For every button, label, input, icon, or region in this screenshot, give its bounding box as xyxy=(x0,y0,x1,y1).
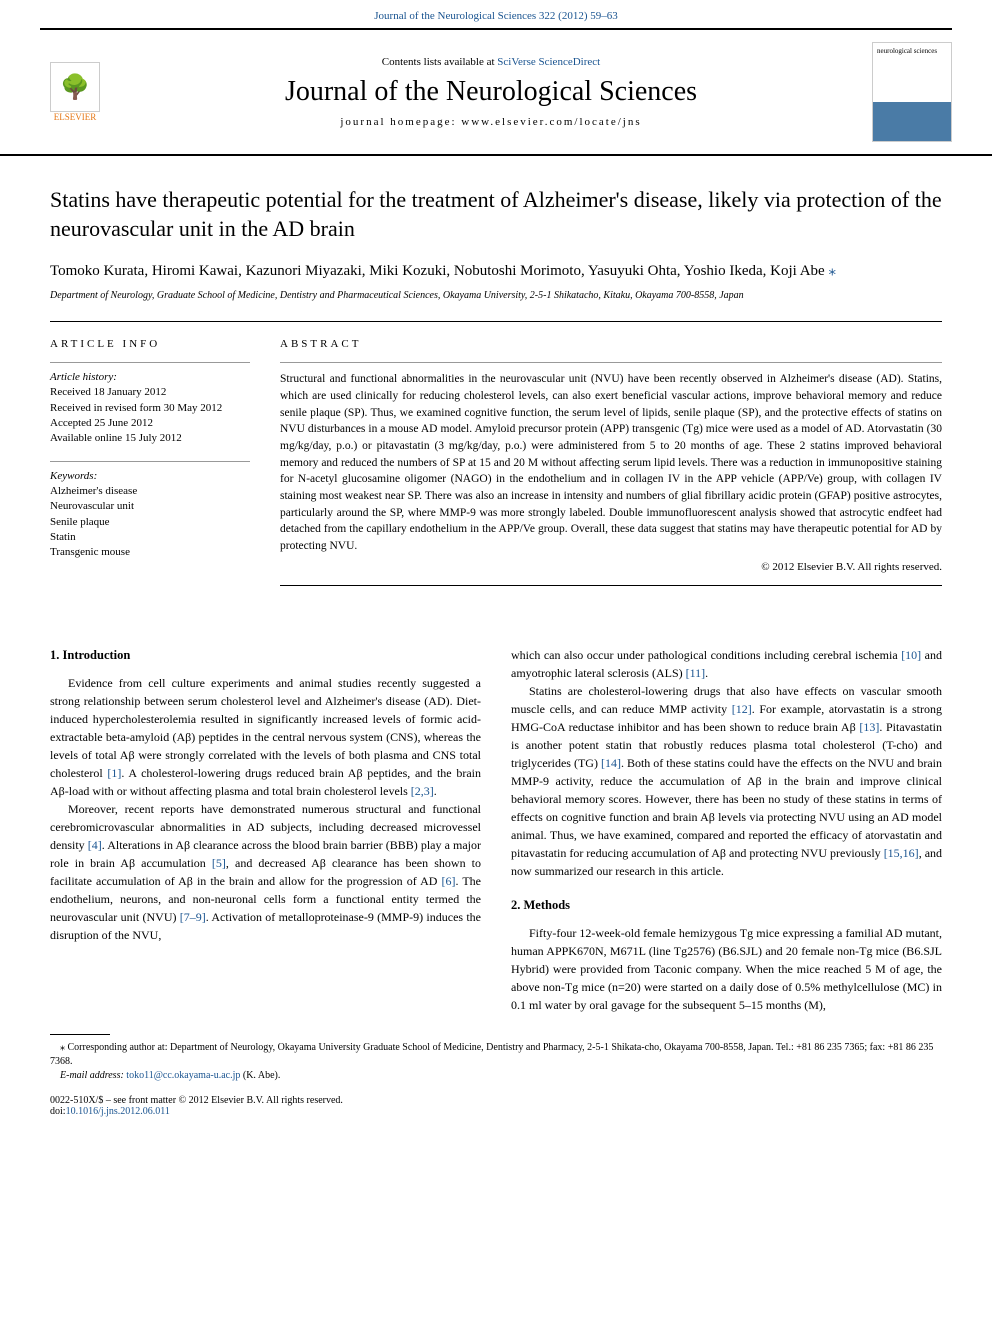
keywords-label: Keywords: xyxy=(50,470,250,482)
col2-para-2: Statins are cholesterol-lowering drugs t… xyxy=(511,682,942,880)
ref-11[interactable]: [11] xyxy=(686,666,706,680)
methods-para-1: Fifty-four 12-week-old female hemizygous… xyxy=(511,924,942,1014)
elsevier-tree-icon: 🌳 xyxy=(50,62,100,112)
ref-10[interactable]: [10] xyxy=(901,648,921,662)
abstract-bottom-rule xyxy=(280,585,942,586)
contents-line: Contents lists available at SciVerse Sci… xyxy=(130,56,852,68)
ref-5[interactable]: [5] xyxy=(212,856,226,870)
sciencedirect-link[interactable]: SciVerse ScienceDirect xyxy=(497,56,600,68)
article-history-block: Article history: Received 18 January 201… xyxy=(50,362,250,447)
ref-7-9[interactable]: [7–9] xyxy=(180,910,206,924)
ref-14[interactable]: [14] xyxy=(601,756,621,770)
footer: 0022-510X/$ – see front matter © 2012 El… xyxy=(0,1083,992,1137)
article-info: ARTICLE INFO Article history: Received 1… xyxy=(50,338,250,585)
body-columns: 1. Introduction Evidence from cell cultu… xyxy=(0,646,992,1015)
info-abstract-row: ARTICLE INFO Article history: Received 1… xyxy=(50,321,942,585)
ref-13[interactable]: [13] xyxy=(859,720,879,734)
article-title: Statins have therapeutic potential for t… xyxy=(50,186,942,243)
corresponding-author-footnote: ⁎ Corresponding author at: Department of… xyxy=(50,1041,942,1069)
abstract: ABSTRACT Structural and functional abnor… xyxy=(280,338,942,585)
doi-link[interactable]: 10.1016/j.jns.2012.06.011 xyxy=(66,1106,170,1117)
masthead: 🌳 ELSEVIER Contents lists available at S… xyxy=(0,30,992,156)
abstract-copyright: © 2012 Elsevier B.V. All rights reserved… xyxy=(280,561,942,573)
article-info-heading: ARTICLE INFO xyxy=(50,338,250,350)
abstract-text: Structural and functional abnormalities … xyxy=(280,362,942,554)
email-link[interactable]: toko11@cc.okayama-u.ac.jp xyxy=(126,1070,240,1081)
intro-para-1: Evidence from cell culture experiments a… xyxy=(50,674,481,800)
methods-heading: 2. Methods xyxy=(511,896,942,915)
authors: Tomoko Kurata, Hiromi Kawai, Kazunori Mi… xyxy=(50,261,942,280)
citation-link[interactable]: Journal of the Neurological Sciences 322… xyxy=(374,10,617,22)
introduction-heading: 1. Introduction xyxy=(50,646,481,665)
journal-name: Journal of the Neurological Sciences xyxy=(130,76,852,108)
journal-homepage: journal homepage: www.elsevier.com/locat… xyxy=(130,116,852,128)
history-label: Article history: xyxy=(50,371,250,383)
intro-para-2: Moreover, recent reports have demonstrat… xyxy=(50,800,481,944)
elsevier-logo: 🌳 ELSEVIER xyxy=(40,52,110,132)
col2-para-1: which can also occur under pathological … xyxy=(511,646,942,682)
abstract-heading: ABSTRACT xyxy=(280,338,942,350)
right-column: which can also occur under pathological … xyxy=(511,646,942,1015)
ref-2-3[interactable]: [2,3] xyxy=(411,784,434,798)
corresponding-author-mark[interactable]: ⁎ xyxy=(828,263,836,279)
footnotes: ⁎ Corresponding author at: Department of… xyxy=(0,1041,992,1083)
left-column: 1. Introduction Evidence from cell cultu… xyxy=(50,646,481,1015)
journal-cover-thumbnail: neurological sciences xyxy=(872,42,952,142)
ref-15-16[interactable]: [15,16] xyxy=(884,846,919,860)
ref-1[interactable]: [1] xyxy=(107,766,121,780)
keywords-text: Alzheimer's disease Neurovascular unit S… xyxy=(50,484,250,561)
article-header: Statins have therapeutic potential for t… xyxy=(0,156,992,646)
issn-line: 0022-510X/$ – see front matter © 2012 El… xyxy=(50,1095,942,1106)
footnote-rule xyxy=(50,1034,110,1035)
email-footnote: E-mail address: toko11@cc.okayama-u.ac.j… xyxy=(50,1069,942,1083)
history-text: Received 18 January 2012 Received in rev… xyxy=(50,385,250,447)
doi-line: doi:10.1016/j.jns.2012.06.011 xyxy=(50,1106,942,1117)
publisher-name: ELSEVIER xyxy=(54,112,97,122)
header-citation: Journal of the Neurological Sciences 322… xyxy=(0,0,992,28)
ref-4[interactable]: [4] xyxy=(88,838,102,852)
ref-6[interactable]: [6] xyxy=(441,874,455,888)
keywords-block: Keywords: Alzheimer's disease Neurovascu… xyxy=(50,461,250,561)
ref-12[interactable]: [12] xyxy=(732,702,752,716)
affiliation: Department of Neurology, Graduate School… xyxy=(50,290,942,301)
masthead-center: Contents lists available at SciVerse Sci… xyxy=(130,56,852,128)
